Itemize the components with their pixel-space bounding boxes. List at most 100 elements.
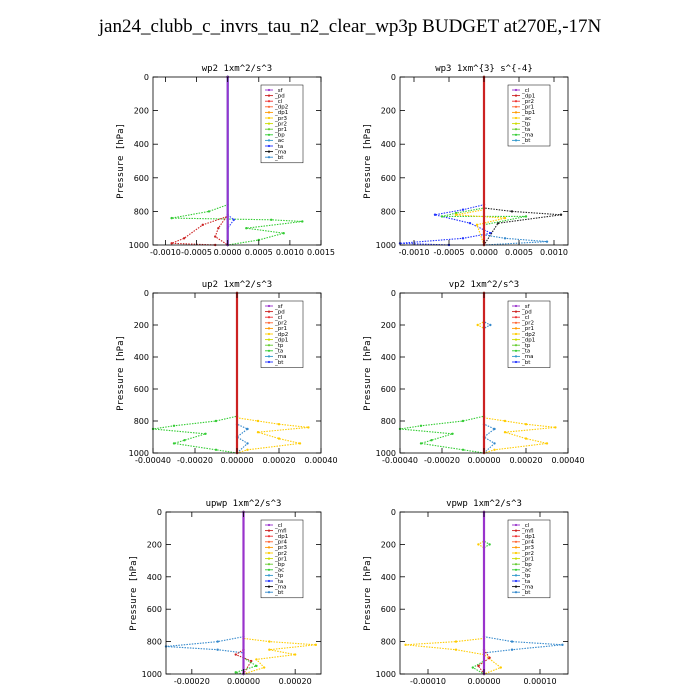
legend-marker: [514, 321, 518, 324]
legend-label: _bp: [274, 133, 285, 139]
legend-marker: [267, 557, 271, 560]
legend-label: _ma: [521, 354, 533, 360]
series-line: [471, 512, 491, 675]
legend-marker: [267, 568, 271, 571]
legend-label: _bp: [521, 562, 532, 568]
legend-marker: [267, 150, 271, 153]
data-point: [524, 423, 528, 426]
chart-title: wp2 1xm^2/s^3: [202, 64, 272, 74]
x-tick-label: -0.0010: [150, 248, 181, 257]
data-point: [419, 424, 423, 427]
data-point: [493, 448, 496, 451]
data-point: [451, 432, 454, 435]
data-point: [207, 210, 211, 213]
x-tick-label: 0.00020: [509, 456, 542, 465]
legend-label: _pd: [274, 93, 285, 99]
legend-marker: [267, 574, 271, 577]
legend-marker: [267, 523, 271, 527]
legend-marker: [514, 116, 518, 120]
legend-marker: [514, 128, 518, 131]
x-tick-label: 0.0010: [276, 248, 304, 257]
legend-marker: [267, 327, 271, 330]
data-point: [256, 419, 260, 423]
legend-marker: [514, 535, 518, 538]
legend-marker: [267, 105, 271, 108]
legend-label: _cl: [521, 523, 530, 529]
data-point: [559, 213, 563, 216]
chart-title: up2 1xm^2/s^3: [202, 280, 272, 290]
legend-label: _mfl: [521, 528, 534, 534]
x-tick-label: 0.0010: [540, 248, 568, 257]
y-tick-label: 400: [381, 140, 396, 149]
chart-title: vpwp 1xm^2/s^3: [446, 499, 522, 509]
legend-label: _mfl: [274, 528, 287, 534]
legend-marker: [267, 128, 271, 131]
legend-marker: [514, 591, 518, 594]
y-tick-label: 800: [381, 638, 396, 647]
plot-frame: [152, 76, 322, 246]
data-point: [262, 666, 266, 669]
legend-label: _pr3: [274, 545, 288, 551]
legend-marker: [267, 551, 271, 555]
data-point: [301, 220, 304, 223]
x-tick-label: 0.00000: [467, 456, 500, 465]
y-tick-label: 600: [134, 174, 149, 183]
legend-marker: [514, 585, 518, 588]
data-point: [246, 448, 249, 451]
data-point: [183, 439, 186, 442]
legend-label: _ta: [274, 144, 283, 150]
legend-label: _pr1: [521, 105, 534, 111]
data-point: [499, 666, 502, 669]
data-point: [503, 431, 507, 434]
legend-marker: [267, 338, 271, 341]
series-line: [483, 293, 496, 454]
y-tick-label: 1000: [142, 670, 162, 679]
chart-panel-1: wp2 1xm^2/s^3 Pressure [hPa] 0 200 400 600 800…: [116, 64, 335, 257]
data-point: [461, 237, 465, 240]
legend-label: _dp2: [274, 105, 288, 111]
legend-marker: [514, 551, 518, 555]
x-tick-label: -0.00020: [174, 677, 210, 686]
legend-label: _cl: [521, 315, 530, 321]
legend-marker: [514, 523, 518, 527]
data-point: [250, 659, 253, 663]
legend-marker: [514, 338, 518, 341]
legend-label: _ta: [521, 127, 530, 133]
y-tick-label: 600: [147, 605, 162, 614]
legend-label: _pd: [274, 309, 285, 315]
y-tick-label: 800: [147, 638, 162, 647]
legend-label: _ma: [521, 584, 533, 590]
legend-marker: [267, 310, 271, 313]
y-tick-label: 0: [144, 289, 149, 298]
data-point: [172, 442, 176, 445]
legend-marker: [267, 355, 271, 358]
legend-label: _pr2: [521, 321, 534, 327]
legend-marker: [267, 304, 271, 308]
legend-marker: [514, 304, 518, 308]
data-point: [493, 427, 496, 431]
legend-label: _dp1: [274, 337, 288, 343]
legend-marker: [267, 88, 271, 92]
legend-marker: [514, 579, 518, 583]
legend-label: _bt: [274, 360, 284, 366]
x-tick-label: 0.00000: [220, 456, 253, 465]
data-point: [257, 238, 260, 242]
legend-marker: [514, 316, 518, 319]
data-point: [461, 419, 465, 423]
data-point: [268, 648, 271, 651]
series-line: [214, 77, 229, 246]
x-tick-label: -0.0005: [181, 248, 212, 257]
legend-marker: [514, 563, 518, 566]
data-point: [503, 216, 507, 220]
legend-marker: [514, 355, 518, 358]
data-point: [554, 426, 557, 429]
y-tick-label: 200: [134, 321, 149, 330]
legend-label: _cl: [274, 315, 283, 321]
x-tick-label: -0.00040: [382, 456, 418, 465]
legend-label: _ma: [521, 133, 533, 139]
data-point: [172, 424, 176, 427]
legend-label: _dp1: [274, 110, 288, 116]
legend-marker: [267, 139, 271, 142]
legend-label: _pr2: [521, 99, 534, 105]
series-line: [171, 77, 229, 246]
